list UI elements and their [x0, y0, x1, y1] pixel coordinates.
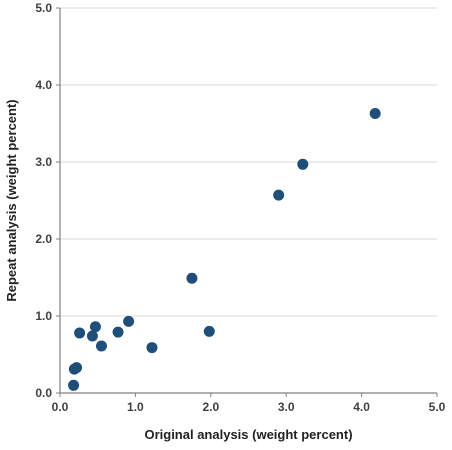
- data-point: [146, 342, 158, 354]
- x-tick-label: 5.0: [429, 400, 446, 414]
- data-point: [203, 325, 215, 337]
- x-axis-title: Original analysis (weight percent): [144, 427, 352, 442]
- data-point: [95, 340, 107, 352]
- gridlines: [60, 7, 437, 317]
- data-point: [369, 107, 381, 119]
- y-axis-title: Repeat analysis (weight percent): [4, 99, 19, 301]
- y-tick-label: 4.0: [35, 78, 52, 92]
- data-point: [89, 321, 101, 333]
- x-tick-label: 2.0: [202, 400, 219, 414]
- data-point: [112, 326, 124, 338]
- data-points: [68, 107, 381, 391]
- data-point: [71, 362, 83, 374]
- axes: [59, 8, 437, 394]
- data-point: [68, 379, 80, 391]
- data-point: [297, 158, 309, 170]
- y-tick-label: 1.0: [35, 309, 52, 323]
- y-tick-label: 0.0: [35, 386, 52, 400]
- data-point: [123, 315, 135, 327]
- data-point: [273, 189, 285, 201]
- x-tick-label: 1.0: [127, 400, 144, 414]
- y-tick-label: 2.0: [35, 232, 52, 246]
- x-tick-label: 3.0: [278, 400, 295, 414]
- data-point: [74, 327, 86, 339]
- data-point: [186, 272, 198, 284]
- x-tick-label: 4.0: [353, 400, 370, 414]
- y-axis-ticks: 0.0 1.0 2.0 3.0 4.0 5.0: [35, 1, 60, 400]
- data-point: [86, 330, 98, 342]
- y-tick-label: 3.0: [35, 155, 52, 169]
- x-tick-label: 0.0: [52, 400, 69, 414]
- y-tick-label: 5.0: [35, 1, 52, 15]
- x-axis-ticks: 0.0 1.0 2.0 3.0 4.0 5.0: [52, 393, 446, 414]
